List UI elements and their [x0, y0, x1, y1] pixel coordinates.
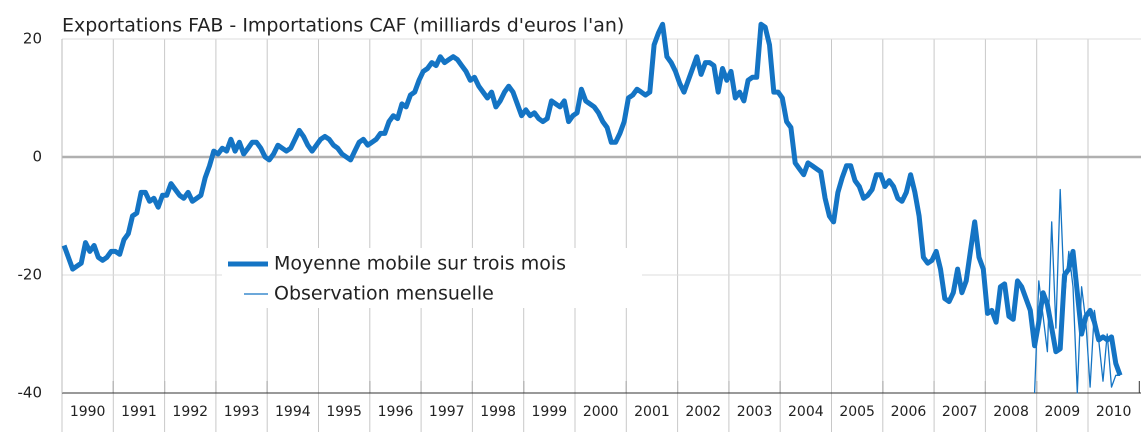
- chart-title: Exportations FAB - Importations CAF (mil…: [62, 15, 624, 37]
- legend-label: Moyenne mobile sur trois mois: [274, 253, 566, 275]
- y-tick-label: -20: [18, 266, 43, 284]
- series-line: [61, 21, 1123, 377]
- x-tick-label: 1991: [121, 404, 157, 420]
- x-tick-label: 2009: [1045, 404, 1081, 420]
- x-tick-label: 2007: [942, 404, 978, 420]
- x-tick-label: 1996: [378, 404, 414, 420]
- x-tick-label: 1993: [224, 404, 260, 420]
- x-tick-label: 2003: [737, 404, 773, 420]
- legend-box: [222, 248, 642, 308]
- x-tick-label: 2002: [685, 404, 721, 420]
- y-tick-label: -40: [18, 384, 43, 402]
- x-tick-label: 1992: [172, 404, 208, 420]
- x-tick-label: 1995: [326, 404, 362, 420]
- x-tick-label: 2008: [993, 404, 1029, 420]
- x-tick-label: 2000: [583, 404, 619, 420]
- x-tick-label: 2010: [1096, 404, 1132, 420]
- legend-label: Observation mensuelle: [274, 283, 494, 305]
- y-tick-label: 20: [23, 30, 42, 48]
- x-tick-label: 1997: [429, 404, 465, 420]
- y-tick-label: 0: [32, 148, 42, 166]
- x-tick-label: 1994: [275, 404, 311, 420]
- x-tick-label: 2006: [891, 404, 927, 420]
- x-tick-label: 2005: [839, 404, 875, 420]
- x-tick-label: 2004: [788, 404, 824, 420]
- x-tick-label: 1999: [532, 404, 568, 420]
- x-tick-label: 1998: [480, 404, 516, 420]
- series-line: [1033, 188, 1121, 394]
- x-tick-label: 1990: [70, 404, 106, 420]
- x-tick-label: 2001: [634, 404, 670, 420]
